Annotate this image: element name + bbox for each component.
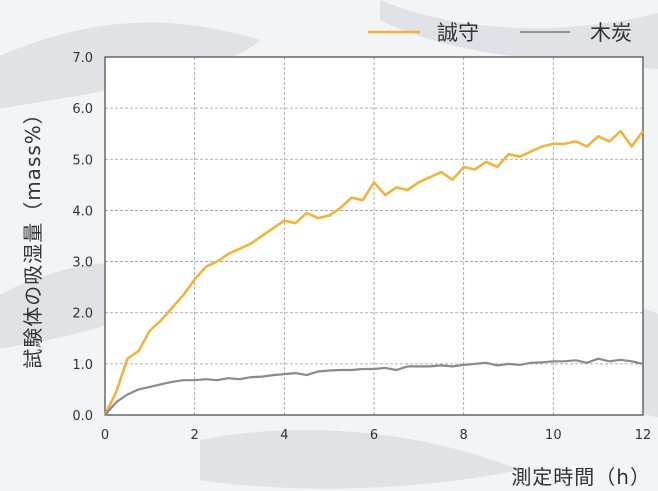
y-tick-label: 6.0 [72,102,93,117]
y-axis-ticks: 0.0 1.0 2.0 3.0 4.0 5.0 6.0 7.0 [72,51,93,424]
plot-area [105,57,643,415]
series-lines [103,129,645,416]
legend-label-series-1: 誠守 [437,21,479,45]
x-axis-ticks: 0 2 4 6 8 10 12 [101,428,651,443]
legend-label-series-2: 木炭 [590,21,632,45]
y-tick-label: 4.0 [72,204,93,219]
x-tick-label: 4 [280,428,288,443]
x-tick-label: 0 [101,428,109,443]
y-tick-label: 7.0 [72,51,93,66]
legend: 誠守 木炭 [368,21,632,45]
plot-frame [104,56,644,416]
y-axis-title: 試験体の吸湿量（mass%） [21,103,45,369]
y-tick-label: 3.0 [72,256,93,271]
y-tick-label: 2.0 [72,307,93,322]
series-line-1 [103,129,645,416]
y-tick-label: 5.0 [72,153,93,168]
series-line-2 [104,357,644,416]
x-tick-label: 8 [460,428,468,443]
x-tick-label: 10 [545,428,562,443]
x-tick-label: 6 [370,428,378,443]
x-tick-label: 2 [191,428,199,443]
y-tick-label: 1.0 [72,358,93,373]
y-tick-label: 0.0 [72,409,93,424]
x-axis-title: 測定時間（h） [511,465,651,489]
x-tick-label: 12 [635,428,652,443]
